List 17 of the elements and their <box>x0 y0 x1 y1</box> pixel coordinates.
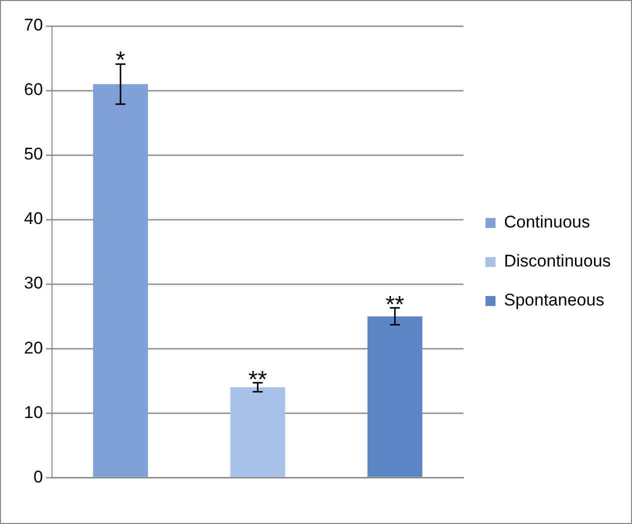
y-tick-label: 10 <box>24 402 43 422</box>
bar <box>367 316 422 477</box>
y-tick-label: 20 <box>24 338 43 358</box>
bar <box>93 84 148 477</box>
y-tick-label: 40 <box>24 209 43 228</box>
legend-label: Continuous <box>504 212 590 232</box>
y-tick-label: 60 <box>24 80 43 100</box>
annotation: ** <box>248 366 268 394</box>
y-tick-label: 30 <box>24 274 43 293</box>
y-tick-label: 70 <box>24 16 43 35</box>
y-tick-label: 0 <box>33 467 43 486</box>
annotation: ** <box>386 292 404 319</box>
y-tick-label: 50 <box>24 144 43 164</box>
legend-label: Discontinuous <box>504 252 611 271</box>
annotation: * <box>116 47 126 74</box>
legend-label: Spontaneous <box>504 290 604 310</box>
bar <box>230 387 286 477</box>
